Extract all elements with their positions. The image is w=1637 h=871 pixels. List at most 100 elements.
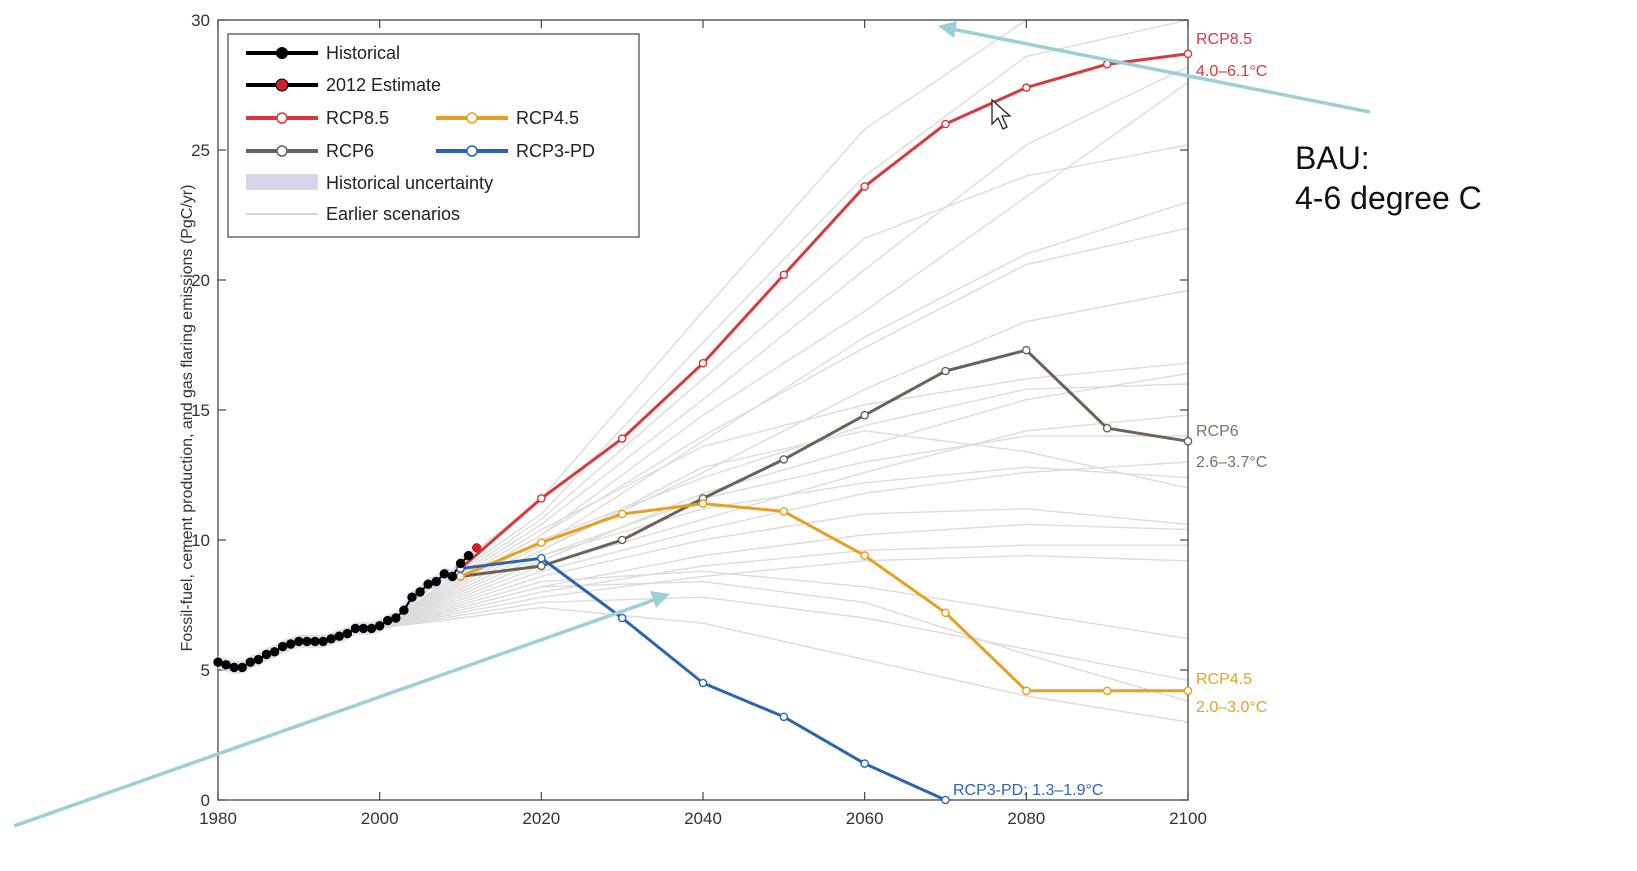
x-tick-label-2040: 2040 [684,809,722,828]
point-rcp8-5-2080 [1022,83,1031,92]
point-rcp4-5-2070 [941,608,950,618]
x-tick-label-2060: 2060 [846,809,884,828]
earlier-scenario-line-20 [379,435,1188,630]
legend-label-rcp3pd: RCP3-PD [516,141,595,161]
earlier-scenario-line-23 [379,227,1189,630]
earlier-scenario-line-7 [379,466,1189,630]
point-rcp6-2100 [1183,436,1193,446]
end-label-rcp45-name: RCP4.5 [1196,671,1252,688]
point-historical-1995 [334,631,344,641]
x-tick-label-1980: 1980 [199,809,237,828]
lower-arrow-shaft [13,598,655,828]
point-historical-2000 [374,621,385,631]
y-tick-label-0: 0 [201,791,210,810]
point-historical-2005 [415,587,425,597]
y-axis-label: Fossil-fuel, cement production, and gas … [179,185,196,652]
point-rcp6-2060 [860,410,869,420]
point-rcp8-5-2050 [779,270,789,280]
point-historical-1982 [229,662,239,673]
point-rcp3-pd-2060 [860,759,869,768]
point-historical-2011 [463,550,474,561]
point-rcp8-5-2060 [860,182,869,191]
point-historical-1986 [261,649,272,660]
y-tick-label-15: 15 [191,401,210,420]
earlier-scenario-line-13 [379,508,1189,630]
legend-marker-rcp6 [276,145,288,157]
earlier-scenario-line-9 [379,596,1189,682]
bau-annotation: BAU: 4-6 degree C [1295,138,1482,218]
bau-annotation-line2: 4-6 degree C [1295,180,1482,216]
legend-marker-2012-estimate [275,78,289,92]
point-historical-2008 [439,569,450,579]
y-tick-label-20: 20 [191,271,210,290]
x-tick-label-2020: 2020 [522,809,560,828]
end-label-rcp85-name: RCP8.5 [1196,31,1252,48]
point-rcp4-5-2050 [779,507,789,516]
earlier-scenario-line-17 [379,430,1189,630]
point-rcp8-5-2030 [617,434,627,443]
point-historical-1992 [310,636,320,647]
markers-layer [213,49,1193,805]
legend-label-2012-estimate: 2012 Estimate [326,75,441,95]
point-rcp6-2030 [617,535,627,545]
point-historical-1996 [342,628,353,639]
point-historical-1993 [318,636,328,647]
point-rcp3-pd-2040 [698,678,708,688]
point-rcp3-pd-2020 [537,553,546,563]
point-rcp4-5-2040 [698,499,708,508]
earlier-scenario-line-14 [379,554,1189,630]
earlier-scenario-line-18 [379,580,1189,702]
point-historical-1991 [302,636,312,647]
bau-annotation-line1: BAU: [1295,140,1370,176]
annotation-arrows [13,21,1371,828]
mouse-cursor-icon [991,98,1012,130]
point-rcp8-5-2070 [941,119,950,129]
legend-marker-historical [276,47,288,59]
earlier-scenario-line-15 [379,414,1189,630]
legend-marker-rcp3pd [466,145,478,157]
point-historical-2010 [455,558,466,569]
x-tick-label-2000: 2000 [361,809,399,828]
lower-arrow-head-icon [650,591,670,608]
x-tick-label-2100: 2100 [1169,809,1207,828]
end-label-rcp6-name: RCP6 [1196,423,1239,440]
point-historical-1998 [358,623,369,634]
point-historical-1990 [294,636,304,647]
legend-marker-rcp45 [466,112,478,124]
y-tick-label-25: 25 [191,141,210,160]
point-historical-2004 [407,592,417,602]
earlier-scenario-line-8 [379,570,1189,640]
legend-label-rcp6: RCP6 [326,141,374,161]
point-historical-1981 [221,660,231,670]
legend: Historical 2012 Estimate RCP8.5 RCP4.5 R… [227,33,640,238]
point-historical-1997 [350,623,361,634]
point-historical-1988 [277,641,288,652]
legend-label-rcp45: RCP4.5 [516,108,579,128]
end-label-rcp85-range: 4.0–6.1°C [1196,63,1267,80]
point-rcp8-5-2040 [698,358,708,368]
point-historical-1983 [237,662,247,673]
point-rcp6-2070 [941,366,950,376]
earlier-scenario-line-5 [379,66,1189,629]
x-tick-label-2080: 2080 [1007,809,1045,828]
point-rcp4-5-2080 [1022,686,1031,696]
point-rcp3-pd-2070 [941,795,950,805]
point-rcp4-5-2020 [537,538,546,547]
bau-arrow-head-icon [938,21,957,38]
point-rcp6-2090 [1102,423,1112,433]
point-rcp3-pd-2030 [617,613,627,623]
end-label-rcp45-range: 2.0–3.0°C [1196,699,1267,716]
legend-marker-rcp85 [276,112,288,124]
end-label-rcp6-range: 2.6–3.7°C [1196,454,1267,471]
earlier-scenario-line-21 [379,606,1189,723]
earlier-scenario-line-19 [379,144,1189,629]
point-rcp8-5-2100 [1183,49,1193,59]
point-historical-1989 [286,639,296,649]
series-line-rcp4-5 [459,502,1188,693]
point-rcp3-pd-2050 [779,712,789,722]
point-rcp6-2020 [537,561,546,571]
point-rcp6-2080 [1022,345,1031,355]
y-tick-label-5: 5 [201,661,210,680]
point-rcp6-2050 [779,455,789,464]
